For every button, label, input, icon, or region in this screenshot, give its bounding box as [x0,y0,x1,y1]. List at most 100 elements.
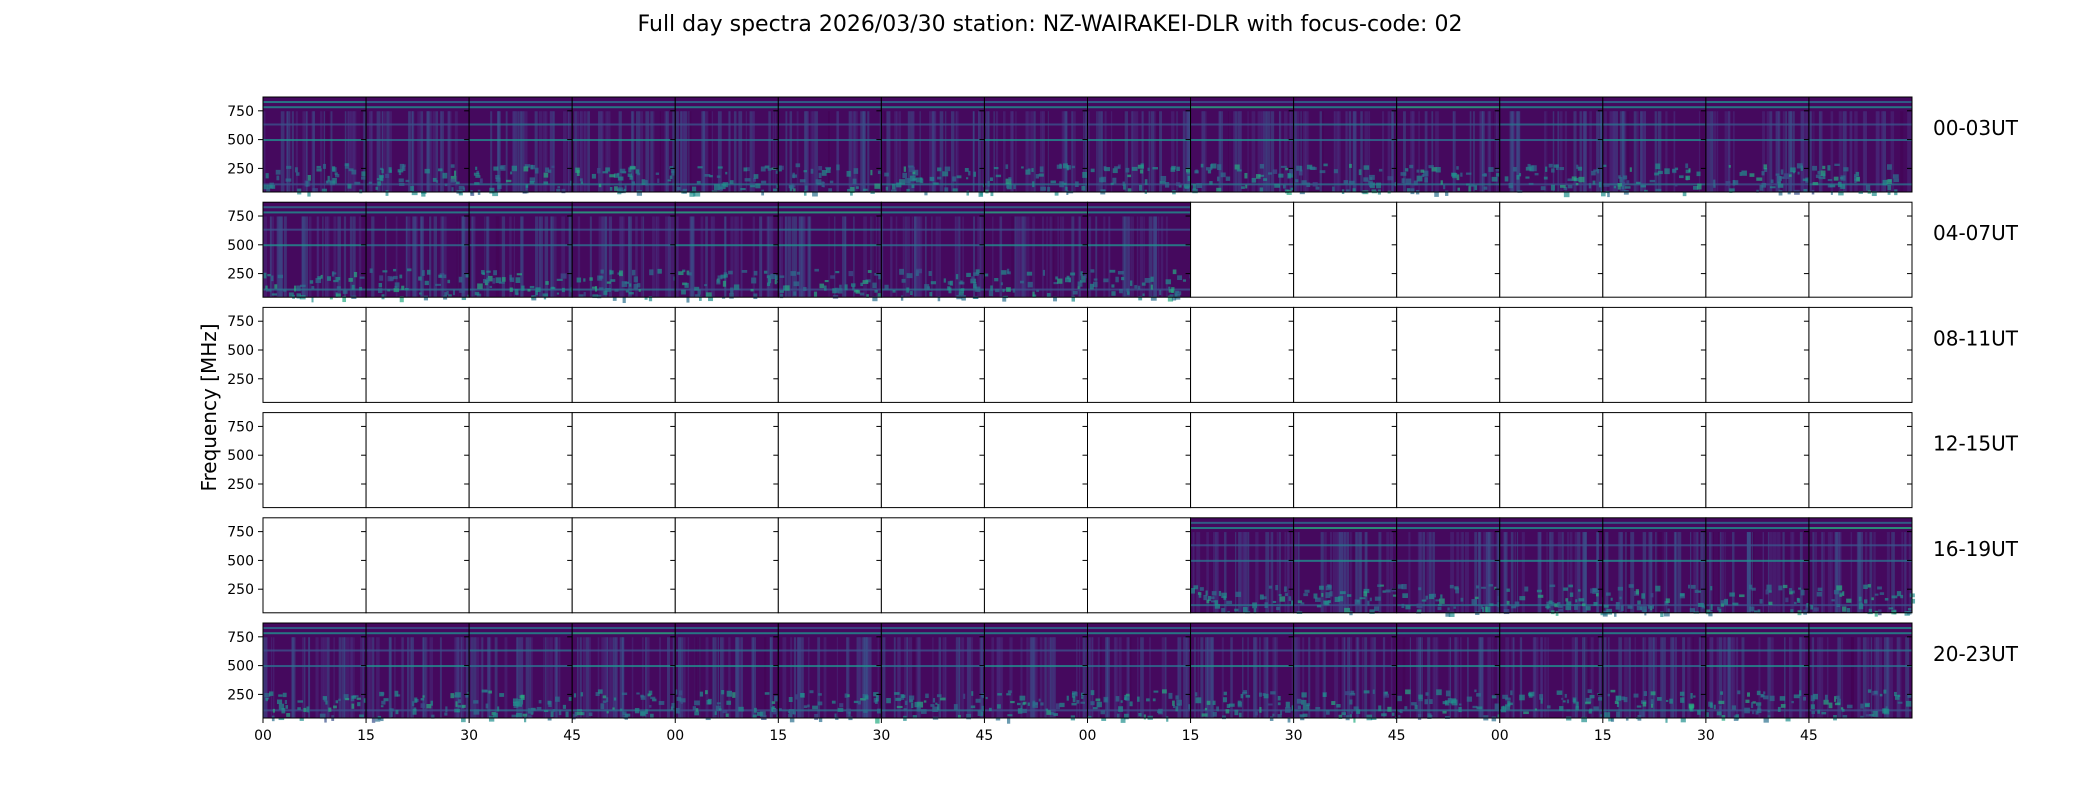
spectrogram-streak [717,111,722,192]
spectrogram-speckle [613,697,617,701]
spectrogram-speckle [1591,170,1596,176]
spectrogram-speckle [335,293,341,298]
spectrogram-speckle [1817,709,1820,714]
spectrogram-streak [1452,111,1456,192]
spectrogram-streak [1821,532,1823,613]
spectrogram-speckle [1031,168,1034,172]
spectrogram-speckle [1170,167,1176,172]
spectrogram-speckle [638,289,641,292]
spectrogram-speckle [961,288,965,291]
spectrogram-speckle [1637,600,1641,605]
spectrogram-streak [1143,216,1145,298]
spectrogram-speckle [1440,180,1443,185]
spectrogram-speckle [483,279,486,284]
empty-panel [1602,202,1706,298]
spectrogram-speckle [1053,713,1058,716]
spectrogram-streak [740,216,743,298]
spectrogram-streak [1844,111,1847,192]
spectrogram-speckle [857,700,861,705]
spectrogram-speckle [903,166,907,172]
spectrogram-streak [1103,216,1106,298]
spectrogram-speckle [356,697,361,700]
spectrogram-streak [906,637,909,718]
spectrogram-speckle [1245,184,1248,189]
spectrogram-speckle [1802,178,1808,182]
spectrogram-speckle [1486,606,1491,613]
spectrogram-speckle [756,711,763,716]
spectrogram-speckle [1416,169,1420,173]
spectrogram-streak [520,637,523,718]
spectrogram-speckle [1829,184,1836,188]
spectrogram-speckle [1012,288,1015,293]
spectrogram-speckle [1485,606,1488,613]
spectrogram-streak [1287,532,1290,613]
spectrogram-band [1087,106,1191,109]
spectrogram-streak [1259,111,1262,192]
spectrogram-speckle [995,717,1001,721]
spectrogram-band [984,244,1088,247]
spectrogram-speckle [1376,182,1382,189]
spectrogram-speckle [1546,601,1550,604]
spectrogram-speckle [1793,601,1797,605]
spectrogram-streak [413,216,416,298]
spectrogram-speckle [369,268,373,273]
spectrogram-streak [1240,532,1245,613]
spectrogram-speckle [1575,182,1579,186]
spectrogram-speckle [387,289,391,292]
spectrogram-speckle [1042,269,1046,276]
spectrogram-speckle [1813,607,1819,612]
spectrogram-speckle [809,690,814,694]
spectrogram-streak [1639,111,1643,192]
spectrogram-speckle [837,707,844,712]
spectrogram-speckle [1081,185,1086,191]
spectrogram-band [366,627,470,630]
spectrogram-speckle [338,698,341,701]
spectrogram-speckle [1382,590,1386,593]
x-tick-label: 30 [1697,728,1715,744]
spectrogram-speckle [1006,268,1010,274]
spectrogram-streak [1865,532,1868,613]
spectrogram-streak [1340,637,1342,718]
spectrogram-streak [1516,532,1519,613]
spectrogram-speckle [989,177,993,182]
spectrogram-speckle [426,703,432,709]
spectrogram-streak [1244,532,1247,613]
spectrogram-speckle [729,292,734,299]
spectrogram-speckle [884,172,889,177]
spectrogram-streak [456,216,461,298]
spectrogram-streak [263,216,268,298]
spectrogram-speckle [1879,592,1885,595]
spectrogram-speckle [1616,701,1619,708]
spectrogram-speckle [1629,167,1632,172]
x-tick-label: 15 [357,728,375,744]
spectrogram-speckle [682,188,688,194]
spectrogram-band [1602,527,1706,530]
spectrogram-streak [1042,111,1046,192]
spectrogram-speckle [1175,706,1179,712]
spectrogram-speckle [641,179,646,185]
spectrogram-band [881,123,985,126]
spectrogram-streak [1422,637,1424,718]
spectrogram-streak [896,637,901,718]
spectrogram-speckle [1598,181,1602,188]
spectrogram-speckle [680,700,683,704]
spectrogram-speckle [952,176,957,182]
spectrogram-streak [734,216,737,298]
empty-panel [366,307,470,403]
panel-frame [1808,306,1913,403]
spectrogram-speckle [1416,175,1423,182]
spectrogram-streak [1521,532,1525,613]
spectrogram-streak [1886,637,1890,718]
spectrogram-speckle [1410,188,1415,195]
spectrogram-speckle [1877,586,1882,590]
spectrogram-speckle [481,270,485,275]
spectrogram-streak [992,216,994,298]
spectrogram-speckle [1398,709,1402,713]
spectrogram-streak [587,111,590,192]
spectrogram-speckle [609,270,614,275]
spectrogram-speckle [855,290,861,294]
spectrogram-streak [368,637,373,718]
spectrogram-speckle [1775,173,1780,176]
spectrogram-streak [1025,111,1028,192]
spectrogram-streak [890,216,893,298]
